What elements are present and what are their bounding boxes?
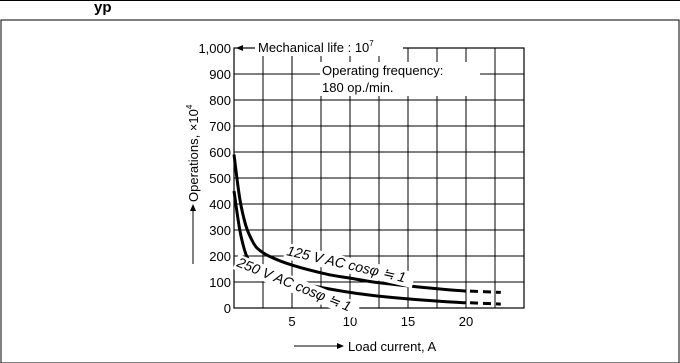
x-tick-label: 15 xyxy=(401,314,415,329)
y-tick-label: 600 xyxy=(209,145,231,160)
y-tick-label: 100 xyxy=(209,275,231,290)
mechanical-life-bg xyxy=(255,38,403,56)
figure-border xyxy=(0,19,680,363)
mechanical-life-arrowhead xyxy=(236,45,243,51)
y-tick-label: 700 xyxy=(209,119,231,134)
mechanical-life-label: Mechanical life : 107 xyxy=(258,39,374,55)
series-label-125v-bg xyxy=(283,242,416,289)
operating-frequency-line1: Operating frequency: xyxy=(322,63,443,78)
operating-frequency-line2: 180 op./min. xyxy=(322,80,394,95)
series-dashed-extension-1 xyxy=(469,301,501,306)
y-axis-arrowhead xyxy=(190,204,196,211)
y-axis-label-exponent: 4 xyxy=(185,104,194,109)
y-tick-label: 900 xyxy=(209,67,231,82)
x-axis-arrowhead xyxy=(337,343,344,349)
y-tick-label: 300 xyxy=(209,223,231,238)
y-tick-label: 400 xyxy=(209,197,231,212)
y-tick-label: 1,000 xyxy=(198,41,231,56)
series-label-250v-bg xyxy=(232,254,362,319)
x-tick-label: 20 xyxy=(459,314,473,329)
y-axis-title: Operations, ×104 xyxy=(185,104,201,264)
y-tick-label: 0 xyxy=(224,301,231,316)
mechanical-life-annotation: Mechanical life : 107 xyxy=(236,38,403,56)
x-axis-label: Load current, A xyxy=(348,339,436,354)
mechanical-life-exponent: 7 xyxy=(369,39,374,48)
y-tick-label: 800 xyxy=(209,93,231,108)
series-dashed-extension-0 xyxy=(469,289,501,294)
y-axis-label: Operations, ×104 xyxy=(185,104,201,202)
y-tick-label: 500 xyxy=(209,171,231,186)
x-tick-label: 5 xyxy=(288,314,295,329)
x-axis-title: Load current, A xyxy=(294,339,436,354)
header-title-fragment: yp xyxy=(94,0,112,16)
operating-frequency-annotation: Operating frequency: 180 op./min. xyxy=(320,62,480,96)
operating-frequency-bg xyxy=(320,62,480,96)
y-tick-label: 200 xyxy=(209,249,231,264)
